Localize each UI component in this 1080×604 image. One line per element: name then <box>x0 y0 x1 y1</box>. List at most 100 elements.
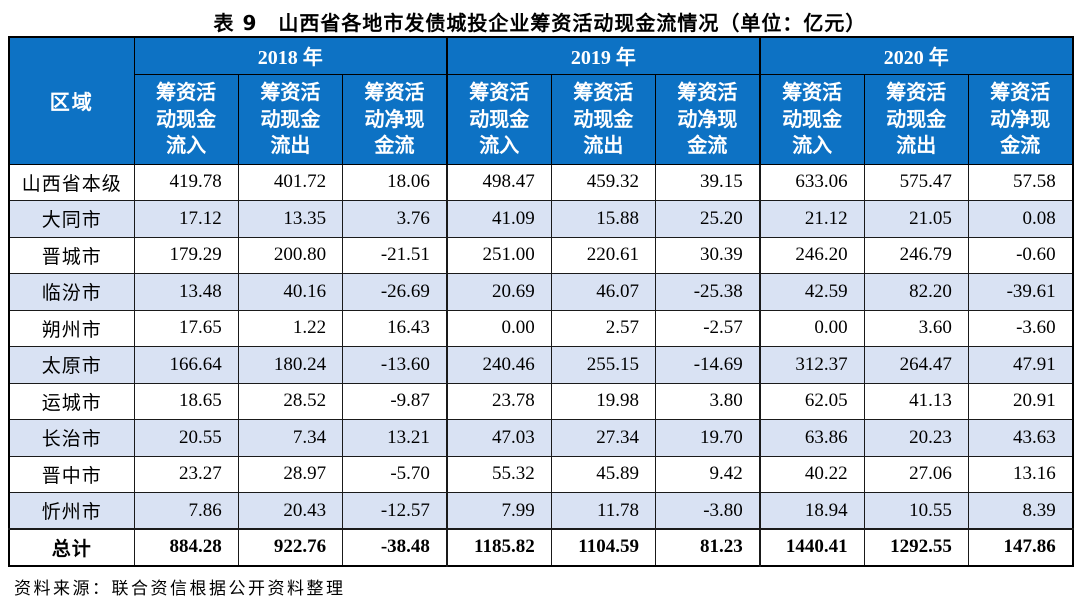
value-cell: 13.21 <box>342 419 448 457</box>
value-cell: -13.60 <box>342 346 448 384</box>
value-cell: 575.47 <box>863 163 969 201</box>
table-row: 运城市 18.65 28.52 -9.87 23.78 19.98 3.80 6… <box>8 382 1074 420</box>
value-cell: 246.79 <box>863 236 969 274</box>
subheader-row: 筹资活动现金流入 筹资活动现金流出 筹资活动净现金流 筹资活动现金流入 筹资活动… <box>9 73 1074 165</box>
value-cell: 42.59 <box>758 273 865 311</box>
value-cell: 180.24 <box>237 346 344 384</box>
table-row: 临汾市 13.48 40.16 -26.69 20.69 46.07 -25.3… <box>8 273 1074 311</box>
value-cell: 55.32 <box>445 455 552 493</box>
value-cell: 45.89 <box>550 455 657 493</box>
value-cell: 20.55 <box>133 419 239 457</box>
value-cell: 1.22 <box>237 309 344 347</box>
value-cell: -26.69 <box>342 273 448 311</box>
value-cell: 81.23 <box>654 528 761 566</box>
region-cell: 太原市 <box>8 346 135 384</box>
table-header: 区域 2018 年 2019 年 2020 年 筹资活动现金流入 筹资活动现金流… <box>8 36 1074 165</box>
table-body: 山西省本级 419.78 401.72 18.06 498.47 459.32 … <box>8 163 1074 566</box>
value-cell: 498.47 <box>445 163 552 201</box>
region-cell: 晋城市 <box>8 236 135 274</box>
value-cell: -12.57 <box>342 492 448 530</box>
column-header-region: 区域 <box>8 36 135 165</box>
value-cell: 28.52 <box>237 382 344 420</box>
value-cell: 39.15 <box>654 163 761 201</box>
column-header-2018-inflow: 筹资活动现金流入 <box>133 73 239 165</box>
value-cell: 255.15 <box>550 346 657 384</box>
value-cell: 27.34 <box>550 419 657 457</box>
value-cell: 20.23 <box>863 419 969 457</box>
column-header-2020-net: 筹资活动净现金流 <box>967 73 1074 165</box>
value-cell: 25.20 <box>654 200 761 238</box>
value-cell: -9.87 <box>342 382 448 420</box>
year-header-row: 区域 2018 年 2019 年 2020 年 <box>8 36 1074 165</box>
region-cell: 晋中市 <box>8 455 135 493</box>
value-cell: 82.20 <box>863 273 969 311</box>
value-cell: 17.65 <box>133 309 239 347</box>
table-row: 晋城市 179.29 200.80 -21.51 251.00 220.61 3… <box>8 236 1074 274</box>
column-header-2019-outflow: 筹资活动现金流出 <box>550 73 657 165</box>
region-cell: 忻州市 <box>8 492 135 530</box>
value-cell: 0.00 <box>758 309 865 347</box>
column-header-2019-net: 筹资活动净现金流 <box>654 73 761 165</box>
value-cell: 40.22 <box>758 455 865 493</box>
value-cell: 1104.59 <box>550 528 657 566</box>
value-cell: 13.16 <box>967 455 1074 493</box>
value-cell: 9.42 <box>654 455 761 493</box>
value-cell: 57.58 <box>967 163 1074 201</box>
value-cell: 312.37 <box>758 346 865 384</box>
value-cell: 20.69 <box>445 273 552 311</box>
value-cell: 922.76 <box>237 528 344 566</box>
table-row: 长治市 20.55 7.34 13.21 47.03 27.34 19.70 6… <box>8 419 1074 457</box>
region-cell: 朔州市 <box>8 309 135 347</box>
value-cell: 47.03 <box>445 419 552 457</box>
value-cell: 20.91 <box>967 382 1074 420</box>
value-cell: 7.86 <box>133 492 239 530</box>
value-cell: 251.00 <box>445 236 552 274</box>
value-cell: 27.06 <box>863 455 969 493</box>
value-cell: 0.08 <box>967 200 1074 238</box>
value-cell: 16.43 <box>342 309 448 347</box>
column-group-2019: 2019 年 <box>445 36 761 75</box>
value-cell: 17.12 <box>133 200 239 238</box>
value-cell: 23.27 <box>133 455 239 493</box>
value-cell: 0.00 <box>445 309 552 347</box>
value-cell: 884.28 <box>133 528 239 566</box>
value-cell: 401.72 <box>237 163 344 201</box>
value-cell: 246.20 <box>758 236 865 274</box>
column-header-2019-inflow: 筹资活动现金流入 <box>445 73 552 165</box>
value-cell: 41.09 <box>445 200 552 238</box>
value-cell: 62.05 <box>758 382 865 420</box>
value-cell: 3.76 <box>342 200 448 238</box>
value-cell: -5.70 <box>342 455 448 493</box>
table-row: 忻州市 7.86 20.43 -12.57 7.99 11.78 -3.80 1… <box>8 492 1074 530</box>
value-cell: 7.99 <box>445 492 552 530</box>
table-row: 晋中市 23.27 28.97 -5.70 55.32 45.89 9.42 4… <box>8 455 1074 493</box>
value-cell: 1440.41 <box>758 528 865 566</box>
region-cell: 长治市 <box>8 419 135 457</box>
value-cell: 18.94 <box>758 492 865 530</box>
value-cell: 7.34 <box>237 419 344 457</box>
value-cell: 147.86 <box>967 528 1074 566</box>
value-cell: -0.60 <box>967 236 1074 274</box>
column-group-2018: 2018 年 <box>133 36 448 75</box>
table-row: 太原市 166.64 180.24 -13.60 240.46 255.15 -… <box>8 346 1074 384</box>
value-cell: 8.39 <box>967 492 1074 530</box>
value-cell: 15.88 <box>550 200 657 238</box>
value-cell: 419.78 <box>133 163 239 201</box>
region-cell: 总计 <box>8 528 135 566</box>
column-header-2020-inflow: 筹资活动现金流入 <box>758 73 865 165</box>
region-cell: 临汾市 <box>8 273 135 311</box>
value-cell: 18.06 <box>342 163 448 201</box>
value-cell: 40.16 <box>237 273 344 311</box>
value-cell: 41.13 <box>863 382 969 420</box>
value-cell: 30.39 <box>654 236 761 274</box>
value-cell: 240.46 <box>445 346 552 384</box>
total-row: 总计 884.28 922.76 -38.48 1185.82 1104.59 … <box>8 528 1074 566</box>
value-cell: 1185.82 <box>445 528 552 566</box>
table-row: 朔州市 17.65 1.22 16.43 0.00 2.57 -2.57 0.0… <box>8 309 1074 347</box>
value-cell: 19.70 <box>654 419 761 457</box>
column-header-2018-outflow: 筹资活动现金流出 <box>237 73 344 165</box>
region-cell: 运城市 <box>8 382 135 420</box>
value-cell: -21.51 <box>342 236 448 274</box>
value-cell: -2.57 <box>654 309 761 347</box>
value-cell: -25.38 <box>654 273 761 311</box>
